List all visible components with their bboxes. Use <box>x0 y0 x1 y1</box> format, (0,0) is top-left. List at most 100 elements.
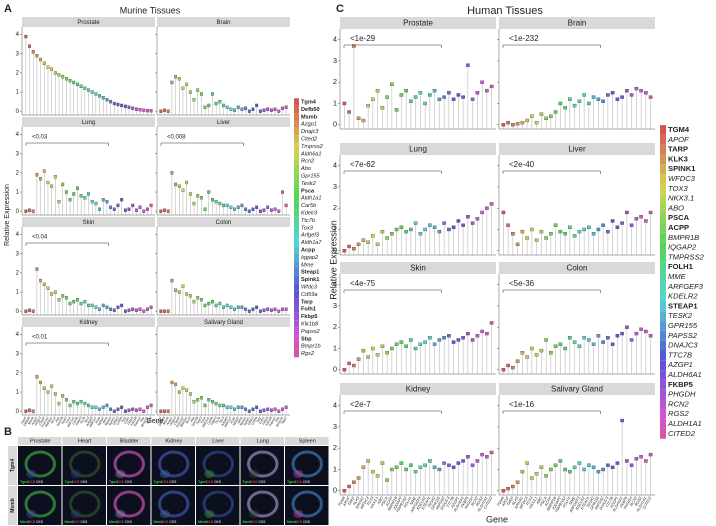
plot-area <box>499 29 655 129</box>
median-box <box>534 353 539 357</box>
tissue <box>24 490 56 518</box>
median-box <box>466 63 470 67</box>
median-box <box>244 106 248 110</box>
y-tick-label: 2 <box>16 370 20 376</box>
median-box <box>138 407 142 411</box>
median-box <box>409 227 413 232</box>
median-box <box>35 267 39 271</box>
median-box <box>207 398 211 402</box>
median-box <box>385 351 389 355</box>
median-box <box>539 229 544 234</box>
legend-swatch <box>294 349 299 358</box>
median-box <box>539 112 544 116</box>
median-box <box>534 472 539 476</box>
median-box <box>207 301 211 306</box>
legend-label: Rgs2 <box>301 351 315 357</box>
x-tick-label: Cd59a <box>115 416 123 426</box>
facet-strip <box>157 317 290 327</box>
facet-strip <box>22 217 155 227</box>
median-box <box>233 108 236 112</box>
median-box <box>610 465 615 469</box>
median-box <box>31 209 35 213</box>
legend-label: WFDC3 <box>668 174 696 183</box>
median-box <box>485 206 489 210</box>
legend-label: GPR155 <box>668 321 698 330</box>
stain-label: CK5 <box>125 480 132 484</box>
median-box <box>112 207 116 211</box>
median-box <box>601 223 605 227</box>
median-box <box>149 403 153 408</box>
legend-label: Ttc7b <box>301 218 315 224</box>
median-box <box>634 331 639 336</box>
median-box <box>258 109 262 113</box>
legend-swatch <box>294 216 299 225</box>
plot-area <box>157 327 290 415</box>
median-box <box>76 82 79 87</box>
median-box <box>61 182 65 187</box>
median-box <box>28 208 31 212</box>
median-box <box>64 296 68 300</box>
median-box <box>342 368 347 372</box>
median-box <box>131 307 135 311</box>
median-box <box>539 465 544 469</box>
median-box <box>68 198 72 202</box>
median-box <box>361 238 366 242</box>
median-box <box>105 305 109 309</box>
median-box <box>101 405 105 409</box>
tissue <box>247 490 279 518</box>
x-tick-label: TARP <box>506 496 515 507</box>
median-box <box>214 199 218 204</box>
x-tick-label: Sbp <box>274 416 280 423</box>
stain-label: Msmb <box>109 520 119 524</box>
legend-swatch <box>660 125 666 135</box>
median-box <box>596 227 601 232</box>
x-tick-label: NKX3.1 <box>369 496 379 509</box>
x-tick-label: Tesk2 <box>60 416 68 425</box>
median-box <box>515 480 520 484</box>
legend-label: Sbp <box>301 336 312 342</box>
y-tick-label: 4 <box>333 280 337 289</box>
p-value: <2e-40 <box>509 160 535 169</box>
median-box <box>177 184 181 188</box>
median-box <box>76 186 79 190</box>
x-tick-label: STEAP1 <box>580 496 591 511</box>
median-box <box>177 290 181 294</box>
median-box <box>501 368 506 372</box>
legend-label: ALDH6A1 <box>667 370 702 379</box>
median-box <box>601 467 605 472</box>
stain-label: Msmb <box>243 520 253 524</box>
median-box <box>558 101 563 106</box>
median-box <box>138 205 142 209</box>
median-box <box>142 108 146 112</box>
x-tick-label: NKX3.1 <box>528 496 538 509</box>
legend-swatch <box>660 409 666 420</box>
x-tick-label: PSCA <box>380 496 389 507</box>
p-value: <5e-36 <box>509 279 535 288</box>
stain-label: Tgm4 <box>198 480 207 484</box>
median-box <box>57 199 61 204</box>
legend-label: TARP <box>668 145 688 154</box>
median-box <box>648 210 653 215</box>
facet-title: Colon <box>567 264 588 273</box>
median-box <box>134 208 138 212</box>
y-tick-label: 0 <box>333 486 337 495</box>
legend-label: IQGAP2 <box>668 243 697 252</box>
y-axis-label: Relative Expression <box>328 220 338 300</box>
median-box <box>181 86 185 90</box>
legend-label: Folh1 <box>301 307 316 313</box>
legend-label: Iqgap2 <box>301 255 319 261</box>
median-box <box>101 198 105 202</box>
median-box <box>120 405 124 409</box>
legend-swatch <box>660 252 666 263</box>
median-box <box>123 409 127 413</box>
x-tick-label: FOLH1 <box>403 496 413 509</box>
median-box <box>218 201 222 206</box>
median-box <box>72 80 76 85</box>
y-tick-label: 4 <box>333 35 337 44</box>
median-box <box>269 208 273 212</box>
x-tick-label: AZGP1 <box>450 496 460 510</box>
median-box <box>625 89 629 93</box>
stain-label: CK5 <box>303 520 310 524</box>
median-box <box>390 232 394 236</box>
median-box <box>214 401 218 406</box>
